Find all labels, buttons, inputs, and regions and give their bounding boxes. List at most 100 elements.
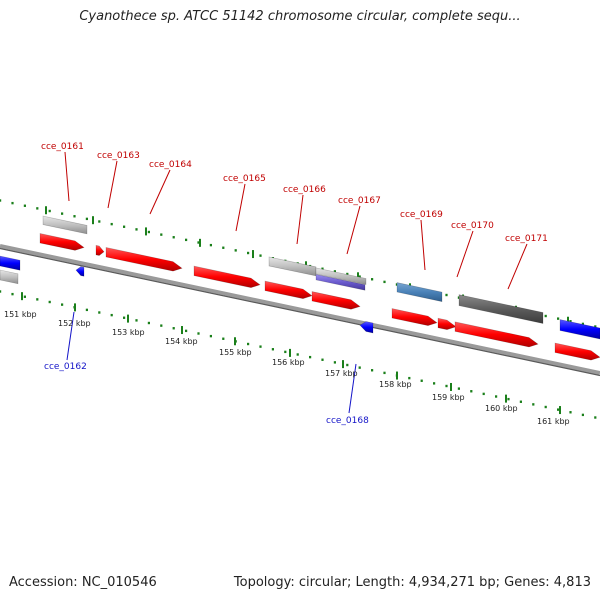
track-dot (0, 290, 2, 293)
reverse-cds-arrow[interactable] (75, 266, 85, 277)
gene-label[interactable]: cce_0161 (41, 142, 84, 152)
track-dot (135, 319, 138, 322)
gene-bar[interactable] (0, 269, 19, 285)
forward-cds-arrow[interactable] (95, 244, 105, 256)
backbone-line (0, 244, 600, 375)
gene-label[interactable]: cce_0164 (149, 160, 192, 170)
track-dot (296, 353, 299, 356)
gene-bar[interactable] (268, 256, 317, 277)
page-title: Cyanothece sp. ATCC 51142 chromosome cir… (79, 9, 521, 24)
track-dot (408, 376, 411, 380)
track-dot (557, 317, 560, 320)
label-leader-line (420, 219, 426, 271)
track-dot (321, 358, 324, 361)
label-leader-line (296, 194, 304, 245)
track-dot (160, 324, 163, 327)
chromosome-backbone (0, 244, 600, 377)
track-dot (383, 280, 386, 284)
topology-summary: Topology: circular; Length: 4,934,271 bp… (233, 575, 591, 590)
track-dot (185, 329, 188, 333)
label-leader-line (149, 169, 171, 215)
track-dot (420, 379, 423, 382)
forward-cds-arrow[interactable] (437, 317, 457, 330)
ruler-tick-label: 158 kbp (379, 380, 412, 389)
track-ticks (0, 199, 597, 419)
forward-cds-arrow[interactable] (311, 291, 361, 310)
track-dot (495, 395, 498, 398)
track-dot (358, 366, 361, 369)
label-leader-line (107, 160, 118, 209)
ruler-tick-label: 161 kbp (537, 417, 570, 426)
track-dot (445, 293, 448, 297)
ruler-tick-label: 156 kbp (272, 358, 305, 367)
gene-label[interactable]: cce_0168 (326, 416, 369, 426)
gene-label[interactable]: cce_0171 (505, 234, 548, 244)
track-dot (222, 337, 225, 340)
track-dot (209, 334, 212, 338)
ruler-tick-label: 152 kbp (58, 319, 91, 328)
gene-label[interactable]: cce_0163 (97, 151, 140, 161)
track-dot (11, 201, 14, 205)
forward-cds-arrow[interactable] (554, 342, 600, 361)
gene-bar[interactable] (559, 319, 600, 340)
gene-bar[interactable] (0, 255, 21, 271)
track-dot (532, 403, 535, 406)
forward-cds-arrow[interactable] (391, 308, 438, 326)
forward-cds-arrow[interactable] (39, 233, 85, 251)
track-dot (123, 316, 126, 319)
track-dot (309, 355, 312, 359)
track-dot (445, 384, 448, 388)
forward-cds-arrow[interactable] (105, 247, 183, 272)
track-dot (594, 416, 597, 419)
track-dot (333, 270, 336, 273)
gene-label[interactable]: cce_0165 (223, 174, 266, 184)
track-dot (569, 320, 572, 323)
gene-labels: 151 kbp 152 kbp 153 kbp 154 kbp 155 kbp 156 k… (4, 142, 570, 426)
label-leader-line (456, 230, 474, 278)
accession-text: Accession: NC_010546 (9, 575, 157, 590)
track-dot (569, 411, 572, 414)
gene-features[interactable] (0, 215, 600, 361)
track-dot (135, 228, 138, 231)
track-dot (0, 199, 2, 202)
track-dot (48, 300, 51, 304)
gene-bar[interactable] (458, 294, 544, 324)
track-dot (147, 321, 150, 325)
track-dot (346, 272, 349, 276)
label-leader-line (64, 151, 70, 202)
track-dot (185, 238, 188, 242)
forward-cds-arrow[interactable] (193, 265, 261, 288)
track-dot (346, 363, 349, 367)
track-dot (247, 342, 250, 346)
track-dot (98, 311, 101, 314)
track-dot (544, 405, 547, 409)
reverse-cds-arrow[interactable] (359, 321, 374, 334)
track-dot (259, 345, 262, 348)
track-dot (383, 371, 386, 375)
track-dot (147, 230, 150, 234)
gene-label[interactable]: cce_0166 (283, 185, 326, 195)
forward-cds-arrow[interactable] (454, 321, 539, 348)
track-dot (23, 295, 26, 298)
track-dot (36, 298, 39, 301)
gene-label[interactable]: cce_0162 (44, 362, 87, 372)
track-dot (61, 212, 64, 215)
gene-label[interactable]: cce_0169 (400, 210, 443, 220)
track-dot (259, 254, 262, 257)
gene-bar[interactable] (315, 274, 366, 291)
track-dot (581, 413, 584, 417)
label-leader-line (346, 205, 361, 255)
gene-bar[interactable] (42, 215, 88, 235)
track-dot (581, 322, 584, 326)
ruler-tick-label: 151 kbp (4, 310, 37, 319)
forward-cds-arrow[interactable] (264, 280, 313, 299)
track-dot (358, 275, 361, 278)
track-dot (48, 209, 51, 213)
gene-label[interactable]: cce_0170 (451, 221, 494, 231)
gene-bar[interactable] (315, 267, 367, 285)
gene-bar[interactable] (396, 282, 443, 302)
gene-label[interactable]: cce_0167 (338, 196, 381, 206)
ruler-tick-label: 153 kbp (112, 328, 145, 337)
track-dot (110, 313, 113, 317)
